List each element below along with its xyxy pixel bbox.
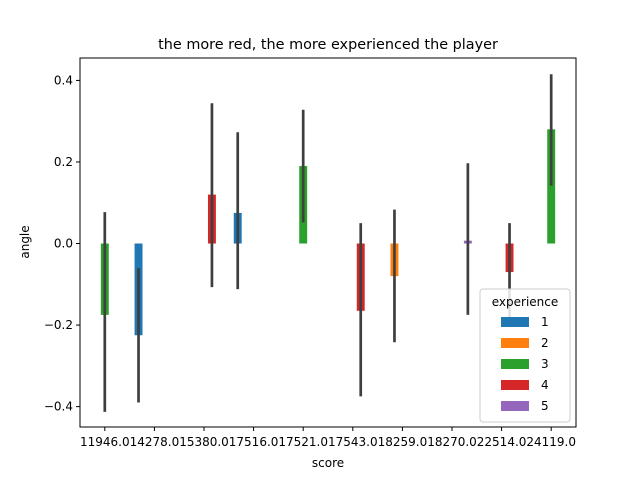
x-tick-label: 17521.0: [278, 435, 328, 449]
y-tick-label: 0.2: [54, 155, 73, 169]
y-tick-label: 0.0: [54, 237, 73, 251]
y-axis: −0.4 −0.2 0.0 0.2 0.4: [44, 73, 80, 414]
x-tick-label: 24119.0: [526, 435, 576, 449]
x-axis-label: score: [312, 456, 344, 470]
error-bars-layer: [103, 74, 553, 412]
x-tick-label: 18259.0: [378, 435, 428, 449]
legend-title: experience: [492, 295, 559, 309]
legend: experience 1 2 3 4 5: [479, 288, 571, 423]
x-tick-label: 11946.0: [80, 435, 130, 449]
x-tick-label: 18270.0: [427, 435, 477, 449]
y-tick-label: −0.2: [44, 318, 73, 332]
legend-swatch: [501, 317, 529, 327]
x-tick-label: 22514.0: [477, 435, 527, 449]
x-tick-label: 15380.0: [179, 435, 229, 449]
x-tick-label: 14278.0: [130, 435, 180, 449]
legend-swatch: [501, 401, 529, 411]
legend-swatch: [501, 380, 529, 390]
plot-frame: [79, 57, 577, 428]
y-tick-label: 0.4: [54, 73, 73, 87]
legend-label: 3: [541, 357, 549, 371]
legend-label: 5: [541, 399, 549, 413]
x-tick-label: 17543.0: [328, 435, 378, 449]
x-tick-label: 17516.0: [229, 435, 279, 449]
y-tick-label: −0.4: [44, 400, 73, 414]
legend-label: 1: [541, 315, 549, 329]
legend-label: 2: [541, 336, 549, 350]
legend-swatch: [501, 338, 529, 348]
chart-title: the more red, the more experienced the p…: [158, 37, 498, 53]
legend-label: 4: [541, 378, 549, 392]
bar: [547, 129, 556, 244]
y-axis-label: angle: [18, 225, 32, 258]
x-axis: 11946.0 14278.0 15380.0 17516.0 17521.0 17543…: [80, 427, 576, 449]
legend-swatch: [501, 359, 529, 369]
